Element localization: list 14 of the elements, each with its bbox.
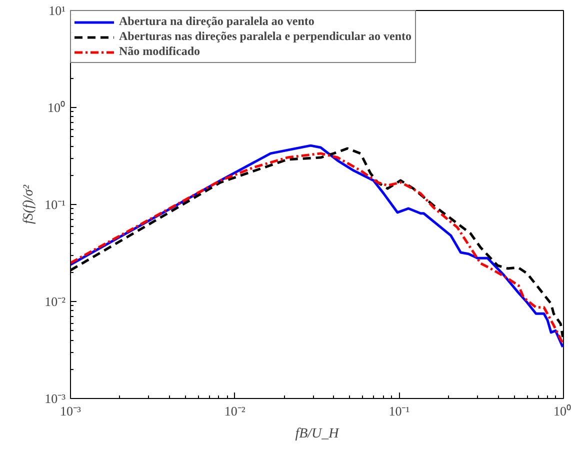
- y-tick-label: 10¹: [48, 3, 66, 18]
- legend-label: Não modificado: [119, 44, 200, 59]
- legend-label: Aberturas nas direções paralela e perpendicular ao vento: [119, 29, 412, 44]
- y-tick-label: 10⁻²: [44, 294, 66, 309]
- x-tick-label: 10⁻¹: [388, 404, 410, 418]
- y-tick-label: 10⁻¹: [44, 197, 66, 212]
- x-tick-label: 10⁰: [554, 404, 571, 418]
- x-tick-label: 10⁻³: [60, 404, 82, 418]
- y-tick-label: 10⁰: [48, 100, 66, 115]
- y-tick-label: 10⁻³: [44, 391, 66, 406]
- x-axis-title: fB/U_H: [295, 426, 340, 442]
- legend-label: Abertura na direção paralela ao vento: [119, 14, 314, 29]
- y-axis-title: fS(f)/σ²: [22, 184, 37, 224]
- x-tick-label: 10⁻²: [224, 404, 246, 418]
